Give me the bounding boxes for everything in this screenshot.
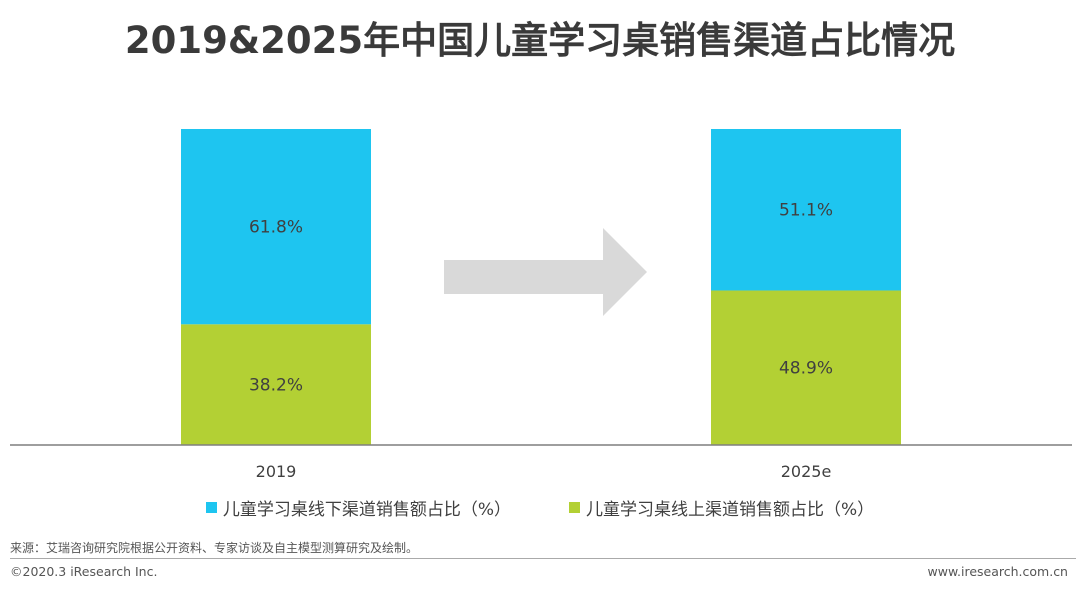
legend-label-offline: 儿童学习桌线下渠道销售额占比（%）	[222, 500, 511, 520]
website: www.iresearch.com.cn	[927, 564, 1069, 579]
data-label-offline-2025e: 51.1%	[779, 201, 833, 221]
bar-segment-offline-2019	[181, 129, 371, 325]
footer-divider	[10, 558, 1076, 559]
progression-arrow	[444, 228, 647, 316]
legend-swatch-offline	[205, 502, 217, 513]
bar-segment-offline-2025e	[711, 129, 901, 291]
legend-item-offline: 儿童学习桌线下渠道销售额占比（%）	[205, 495, 511, 520]
legend-item-online: 儿童学习桌线上渠道销售额占比（%）	[569, 495, 874, 520]
source-note: 来源：艾瑞咨询研究院根据公开资料、专家访谈及自主模型测算研究及绘制。	[10, 541, 419, 555]
chart-title: 2019&2025年中国儿童学习桌销售渠道占比情况	[124, 19, 956, 62]
stacked-bar-chart: 38.2% 61.8% 2019 48.9% 51.1% 2025e	[10, 129, 1072, 481]
data-label-online-2025e: 48.9%	[779, 359, 833, 379]
data-label-offline-2019: 61.8%	[249, 218, 303, 238]
copyright: ©2020.3 iResearch Inc.	[10, 564, 158, 579]
x-tick-label-2019: 2019	[256, 462, 297, 481]
legend-label-online: 儿童学习桌线上渠道销售额占比（%）	[586, 500, 875, 520]
legend-swatch-online	[569, 502, 580, 513]
x-tick-label-2025e: 2025e	[781, 462, 832, 481]
data-label-online-2019: 38.2%	[249, 376, 303, 396]
legend: 儿童学习桌线下渠道销售额占比（%） 儿童学习桌线上渠道销售额占比（%）	[0, 495, 1080, 520]
bar-segment-online-2019	[181, 324, 371, 445]
bar-segment-online-2025e	[711, 290, 901, 445]
